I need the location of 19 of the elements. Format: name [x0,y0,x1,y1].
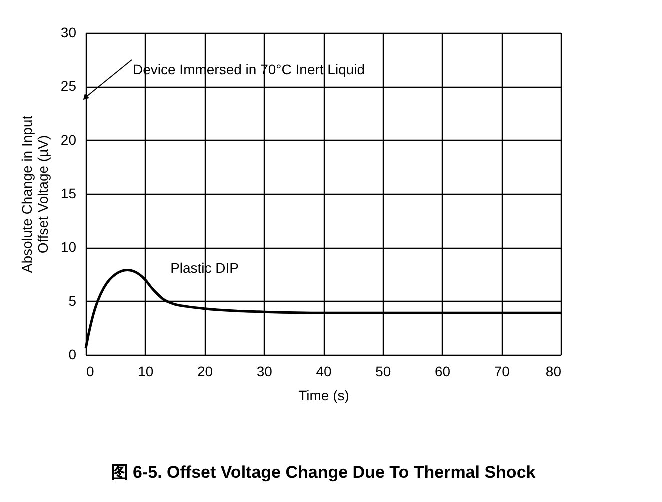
y-axis-title: Absolute Change in Input Offset Voltage (µV) [18,116,51,274]
x-tick-label: 70 [494,364,510,380]
x-tick-label: 60 [434,364,451,380]
y-tick-label: 25 [60,78,77,94]
y-tick-label: 20 [60,132,77,148]
y-tick-label: 30 [60,24,77,40]
x-tick-label: 50 [376,364,392,380]
y-tick-label: 5 [68,292,77,309]
y-tick-label: 10 [60,239,77,256]
text: 图 6-5. Offset Voltage Change Due To Thermal Shock [111,463,536,482]
y-tick-label: 15 [60,186,77,202]
x-tick-label: 10 [138,364,154,380]
x-tick-label: 30 [256,364,273,380]
x-tick-label: 40 [316,364,332,380]
x-tick-label: 80 [546,364,562,380]
x-tick-label: 20 [197,364,214,380]
y-tick-label: 0 [68,346,77,362]
x-axis-title: Time (s) [298,388,350,404]
x-tick-label: 0 [86,364,94,380]
